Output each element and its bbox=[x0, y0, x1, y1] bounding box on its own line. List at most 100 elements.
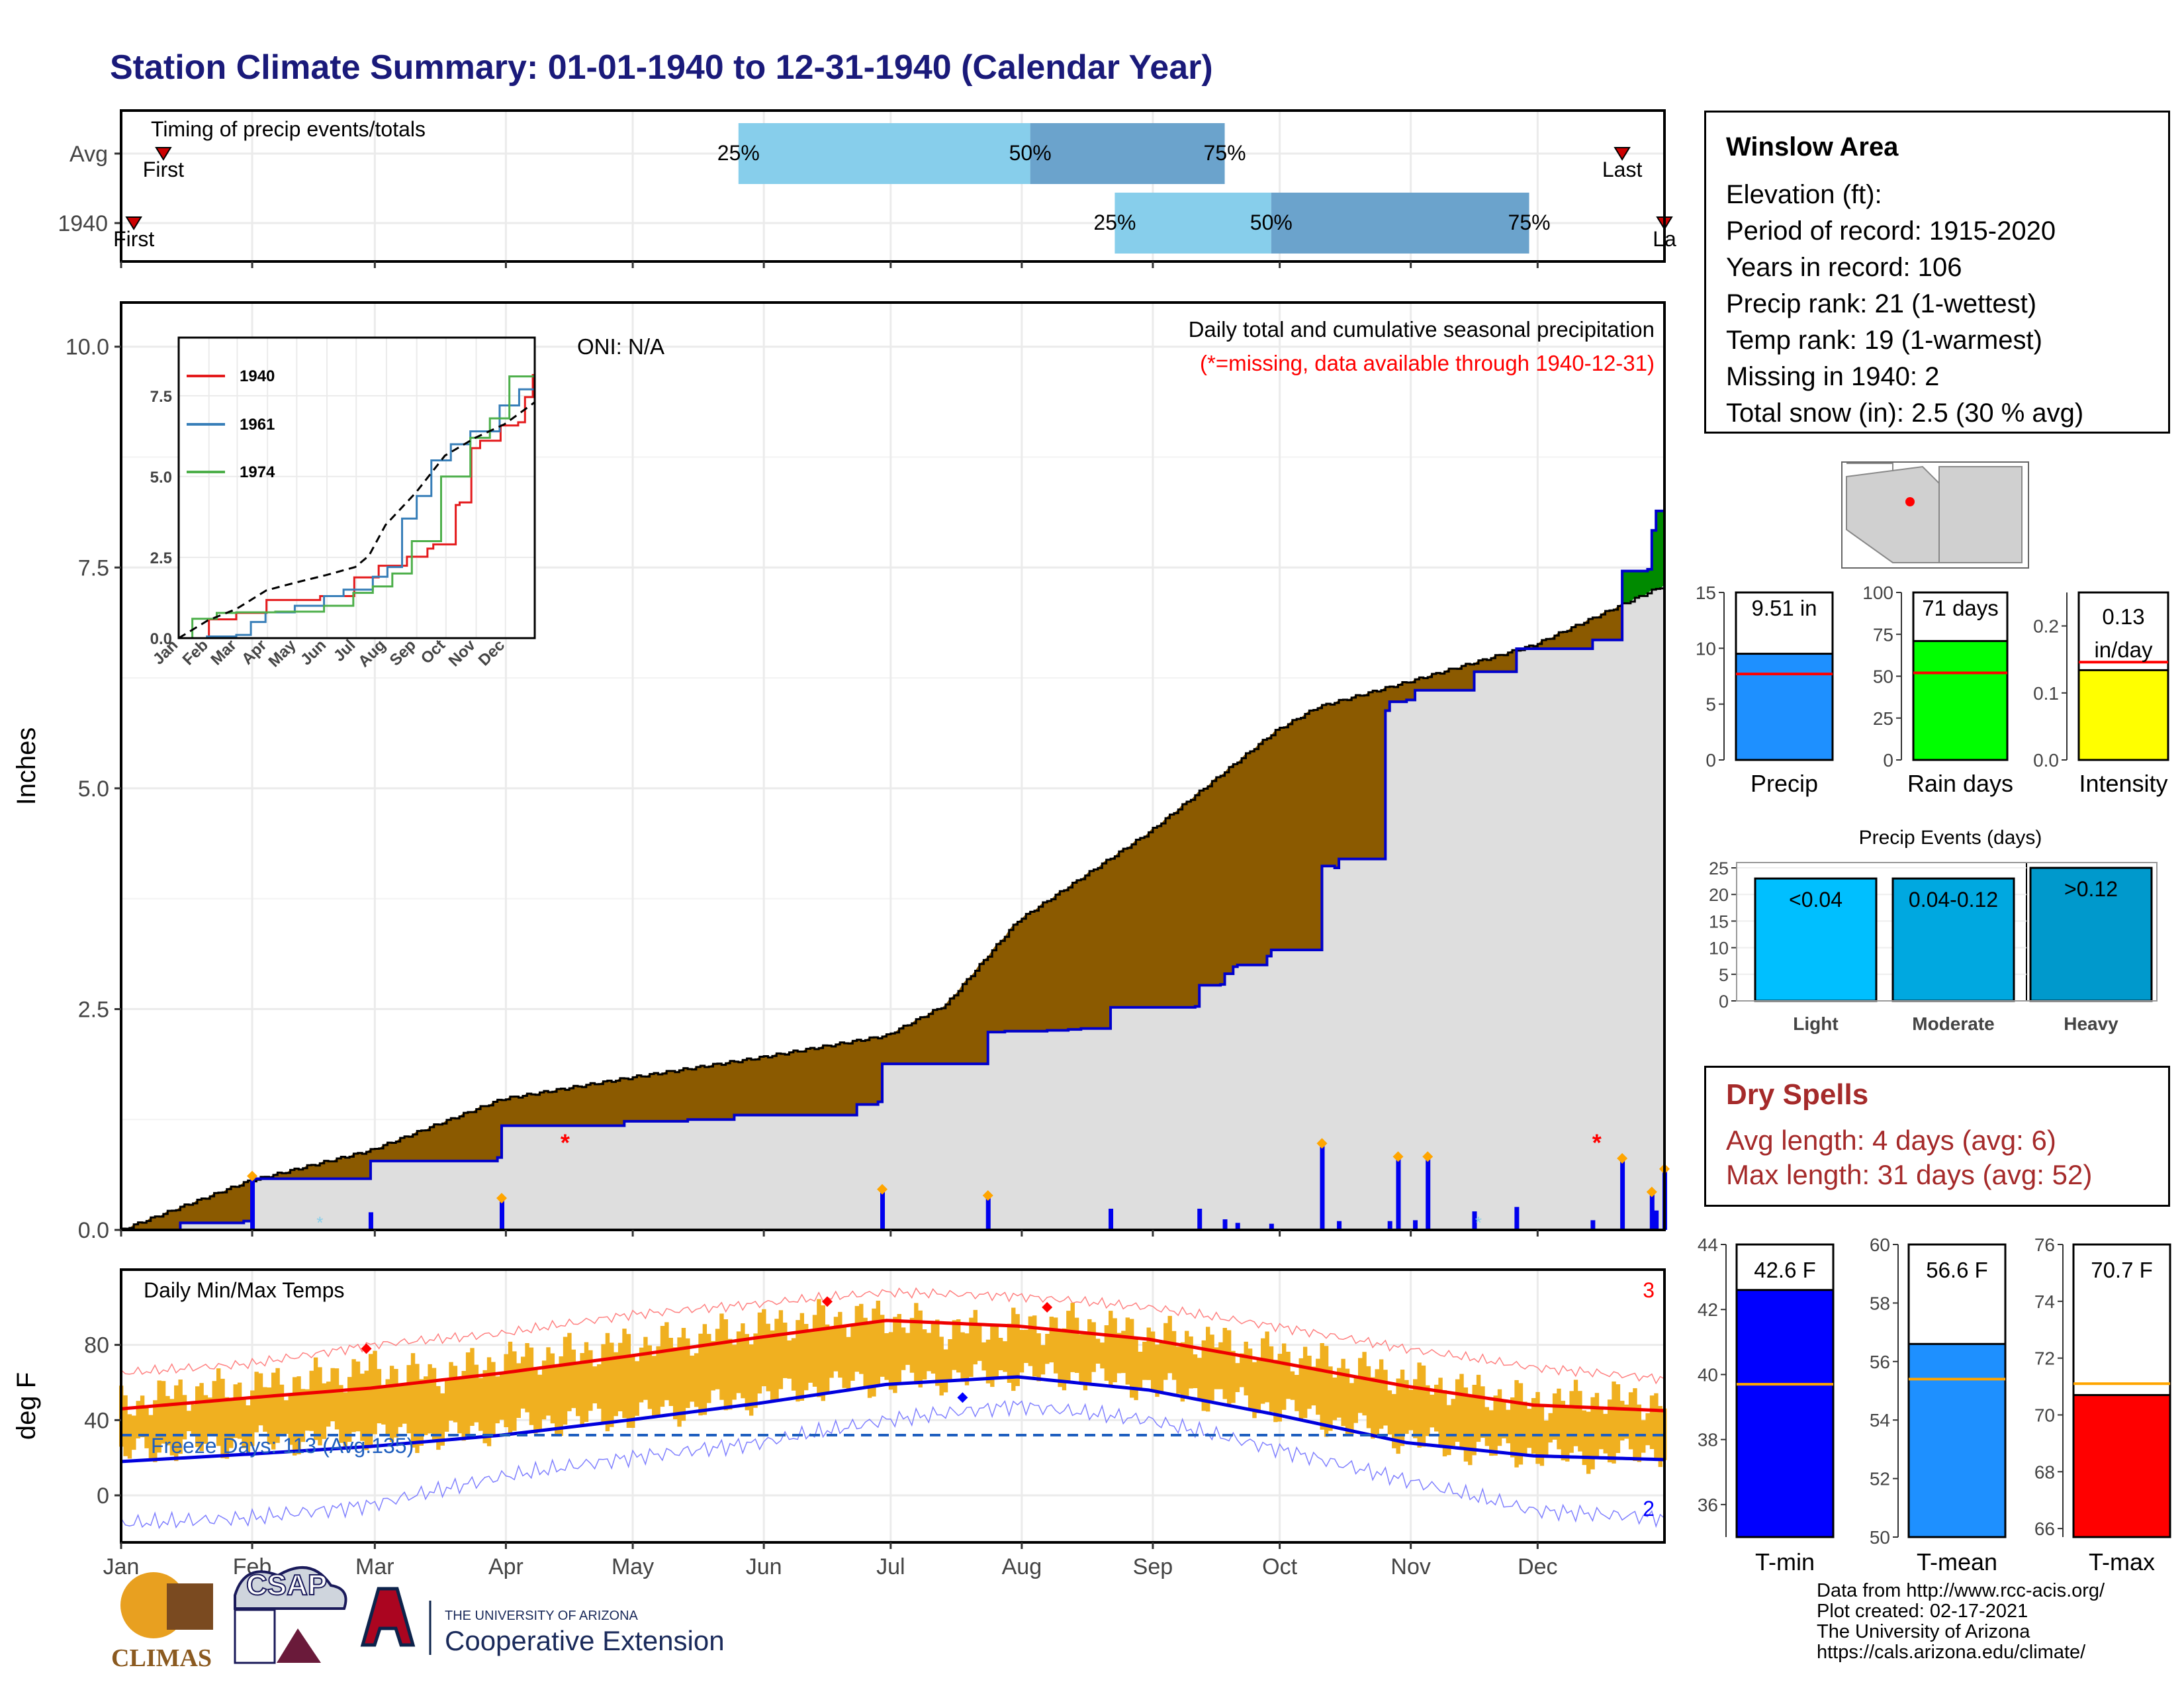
temp-record-marker bbox=[361, 1343, 372, 1354]
precip-frame bbox=[120, 301, 1666, 1231]
temps-y-tick-label: 0 bbox=[97, 1483, 109, 1509]
temp-bar-tick-label: 54 bbox=[1870, 1410, 1890, 1430]
timing-row-label: 1940 bbox=[58, 211, 108, 236]
precip-extreme-marker bbox=[1646, 1186, 1657, 1197]
summary-bar-tick-label: 10 bbox=[1696, 638, 1716, 659]
snow-marker: * bbox=[1475, 1213, 1482, 1233]
temp-bar-tick-label: 68 bbox=[2034, 1462, 2055, 1482]
daily-precip-bar bbox=[1222, 1219, 1228, 1230]
timing-p25-label: 25% bbox=[1093, 211, 1136, 234]
summary-bar-label: Rain days bbox=[1907, 770, 2013, 797]
ua-bottom-text: Cooperative Extension bbox=[445, 1625, 725, 1656]
events-bar-label: <0.04 bbox=[1789, 888, 1843, 912]
map-station-dot bbox=[1905, 497, 1915, 506]
precip-extreme-marker bbox=[247, 1170, 258, 1182]
freeze-days-label: Freeze Days: 113 (Avg.135) bbox=[151, 1434, 414, 1458]
precip-extreme-marker bbox=[1316, 1138, 1328, 1149]
precip-y-tick-label: 10.0 bbox=[66, 335, 109, 360]
record-low-count: 2 bbox=[1643, 1497, 1655, 1521]
month-label: Mar bbox=[355, 1554, 394, 1579]
temp-bar-tick-label: 74 bbox=[2034, 1291, 2055, 1312]
timing-p25-label: 25% bbox=[717, 141, 760, 165]
timing-first-marker bbox=[125, 216, 142, 230]
credits: Data from http://www.rcc-acis.org/ Plot … bbox=[1817, 1581, 2105, 1663]
dry-spells-max: Max length: 31 days (avg: 52) bbox=[1726, 1159, 2093, 1190]
summary-bar-tick-label: 25 bbox=[1873, 708, 1893, 729]
temps-y-tick-label: 40 bbox=[84, 1408, 109, 1433]
daily-precip-bar bbox=[250, 1178, 255, 1230]
daily-precip-bar bbox=[1654, 1210, 1659, 1230]
precip-extreme-marker bbox=[982, 1190, 993, 1201]
summary-bar-tick-label: 5 bbox=[1706, 694, 1716, 715]
precip-below-normal-area bbox=[121, 603, 1623, 1230]
daily-precip-bar bbox=[1387, 1221, 1392, 1230]
temp-bar bbox=[1907, 1342, 2007, 1538]
month-label: Apr bbox=[488, 1554, 523, 1579]
daily-precip-bar bbox=[1426, 1159, 1431, 1230]
temp-bar bbox=[2072, 1393, 2171, 1538]
station-info-box: Winslow Area Elevation (ft): Period of r… bbox=[1704, 111, 2170, 434]
temp-record-marker bbox=[1042, 1301, 1053, 1313]
summary-bar-tick-label: 0 bbox=[1883, 750, 1893, 771]
csap-mountain-icon bbox=[277, 1628, 321, 1663]
events-bar-label: >0.12 bbox=[2064, 877, 2118, 901]
summary-bar-value: 9.51 in bbox=[1751, 596, 1817, 620]
daily-precip-bar bbox=[1396, 1159, 1401, 1230]
month-label: Jan bbox=[103, 1554, 140, 1579]
summary-bar-tick-label: 0.0 bbox=[2033, 750, 2059, 771]
temp-bar-tick-label: 58 bbox=[1870, 1293, 1890, 1313]
events-panel: Precip Events (days) 0 5 10 15 20 25 <0.04 Light… bbox=[1709, 827, 2158, 1034]
summary-bar-value: 0.13 bbox=[2102, 604, 2144, 629]
locator-map bbox=[1841, 461, 2029, 569]
timing-q1-bar bbox=[1115, 193, 1271, 254]
summary-bars-panel: 0 5 10 15 9.51 in Precip 0 25 50 75 100 71 days Rain… bbox=[1696, 583, 2169, 797]
inset-series-line bbox=[179, 353, 536, 639]
record-high-count: 3 bbox=[1643, 1278, 1655, 1302]
daily-precip-bar bbox=[1590, 1220, 1596, 1230]
temp-bar-label: T-mean bbox=[1917, 1548, 1997, 1575]
timing-first-label: First bbox=[113, 227, 154, 251]
temp-bar-value: 42.6 F bbox=[1754, 1258, 1816, 1282]
temps-y-tick-label: 80 bbox=[84, 1333, 109, 1358]
temp-bar-label: T-min bbox=[1755, 1548, 1815, 1575]
precip-y-tick-label: 2.5 bbox=[78, 997, 109, 1022]
daily-precip-bar bbox=[1472, 1211, 1477, 1230]
inset-legend-label: 1974 bbox=[240, 463, 275, 481]
month-axis: Jan Feb Mar Apr May Jun Jul Aug Sep Oct Nov Dec bbox=[103, 1554, 1558, 1579]
summary-bar-tick-label: 0 bbox=[1706, 750, 1716, 771]
summary-bar-tick-label: 50 bbox=[1873, 667, 1893, 687]
timing-p50-label: 50% bbox=[1250, 211, 1293, 234]
summary-bar bbox=[1912, 639, 2009, 761]
station-precip-rank: Precip rank: 21 (1-wettest) bbox=[1726, 289, 2037, 318]
events-bar-label: 0.04-0.12 bbox=[1909, 888, 1998, 912]
timing-q2-bar bbox=[1271, 193, 1529, 254]
timing-last-marker bbox=[1614, 147, 1631, 161]
daily-precip-bar bbox=[1197, 1208, 1203, 1230]
month-label: Dec bbox=[1518, 1554, 1557, 1579]
summary-bar bbox=[2077, 669, 2169, 761]
daily-precip-bar bbox=[500, 1200, 505, 1230]
station-snow: Total snow (in): 2.5 (30 % avg) bbox=[1726, 399, 2084, 428]
temp-bar-tick-label: 40 bbox=[1698, 1364, 1718, 1385]
daily-precip-bar bbox=[368, 1212, 373, 1230]
temp-bar-tick-label: 60 bbox=[1870, 1235, 1890, 1255]
ua-a-logo-icon bbox=[360, 1587, 416, 1647]
page-title: Station Climate Summary: 01-01-1940 to 1… bbox=[110, 48, 1213, 87]
events-tick-label: 20 bbox=[1709, 885, 1729, 905]
events-category-label: Moderate bbox=[1912, 1013, 1994, 1034]
missing-data-marker: * bbox=[1592, 1129, 1602, 1156]
precip-extreme-marker bbox=[1422, 1151, 1433, 1162]
timing-title: Timing of precip events/totals bbox=[151, 117, 426, 141]
station-elevation: Elevation (ft): bbox=[1726, 180, 1882, 209]
temp-record-marker bbox=[821, 1296, 833, 1307]
timing-first-label: First bbox=[143, 158, 184, 181]
events-tick-label: 15 bbox=[1709, 912, 1729, 931]
events-outer-frame bbox=[1736, 862, 2158, 1002]
inset-y-tick-label: 5.0 bbox=[150, 469, 172, 487]
inset-frame bbox=[177, 336, 536, 639]
month-label: Jul bbox=[876, 1554, 905, 1579]
credit-line: Plot created: 02-17-2021 bbox=[1817, 1601, 2028, 1622]
